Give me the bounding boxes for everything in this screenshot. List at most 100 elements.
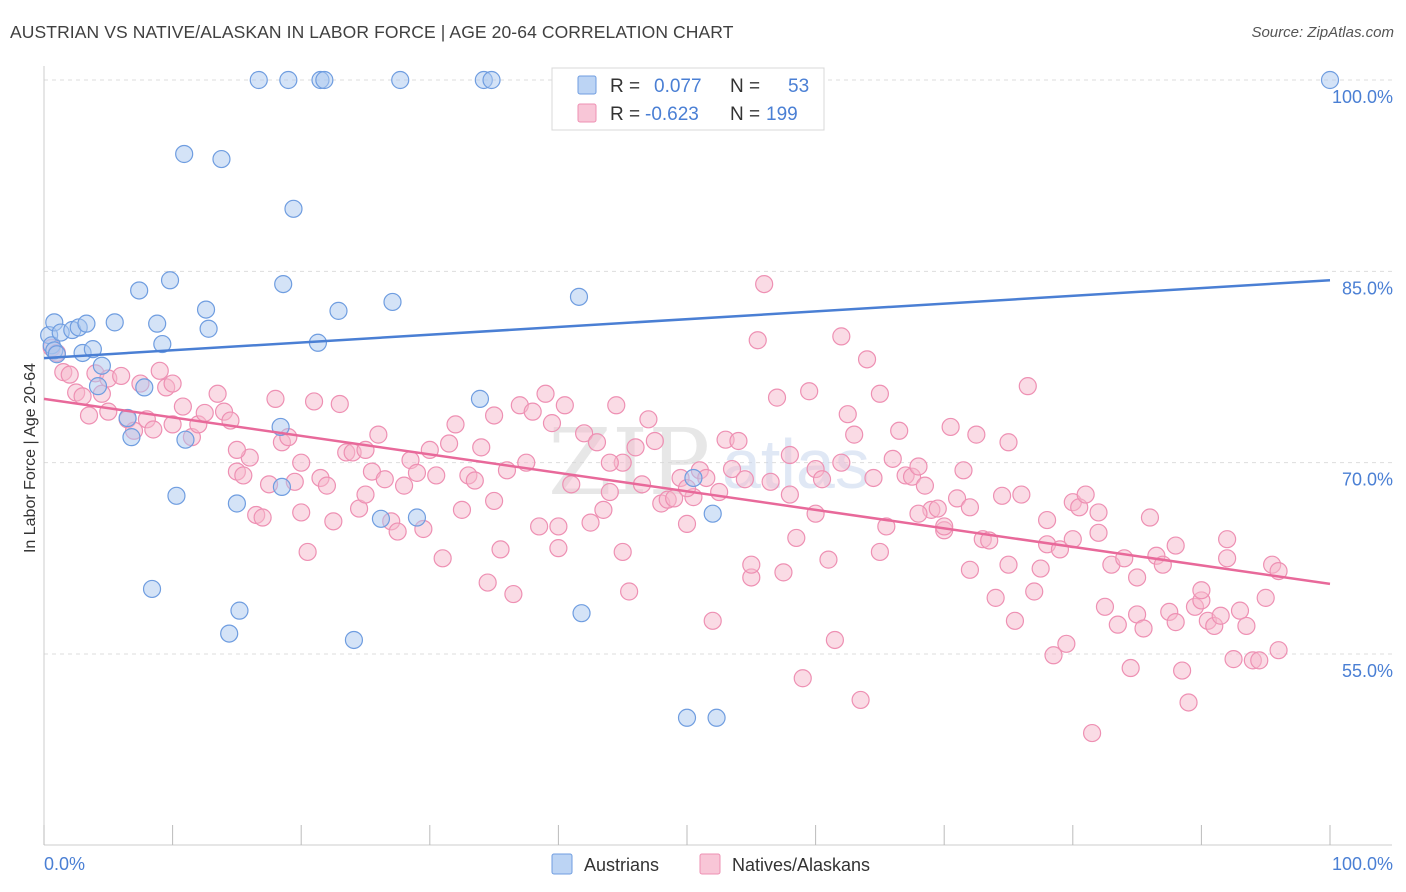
austrian-point — [92, 356, 111, 375]
native-point — [99, 402, 118, 421]
native-point — [1095, 597, 1115, 616]
stats-swatch-blue — [577, 75, 597, 95]
native-point — [735, 470, 754, 489]
austrian-point — [199, 319, 218, 338]
native-point — [446, 415, 465, 434]
native-point — [703, 611, 722, 630]
austrian-point — [344, 630, 364, 650]
native-point — [1250, 651, 1269, 670]
native-point — [986, 588, 1005, 607]
native-point — [645, 431, 664, 451]
native-point — [594, 500, 613, 519]
native-point — [173, 397, 192, 416]
native-point — [1037, 510, 1057, 530]
austrian-point — [118, 408, 137, 428]
native-point — [1025, 582, 1044, 601]
x-tick-labels: 0.0% 100.0% — [44, 854, 1393, 874]
native-point — [1121, 658, 1140, 678]
native-point — [607, 396, 626, 415]
austrian-point — [160, 271, 180, 290]
native-point — [600, 453, 619, 472]
austrian-point — [227, 494, 246, 513]
native-point — [857, 350, 877, 369]
austrian-point — [572, 604, 591, 623]
native-point — [292, 453, 311, 472]
native-point — [1018, 377, 1037, 396]
native-point — [1179, 693, 1198, 712]
y-tick-label: 70.0% — [1342, 470, 1393, 490]
native-point — [947, 489, 967, 508]
native-point — [999, 433, 1018, 452]
austrian-point — [470, 389, 490, 408]
native-point — [864, 468, 883, 488]
chart-title: AUSTRIAN VS NATIVE/ALASKAN IN LABOR FORC… — [10, 22, 734, 42]
stats-r-value-1: 0.077 — [654, 76, 702, 97]
austrian-point — [122, 428, 141, 447]
austrian-point — [105, 313, 124, 332]
native-point — [407, 463, 427, 482]
native-point — [780, 445, 799, 465]
native-point — [369, 425, 388, 444]
native-point — [767, 388, 787, 407]
native-point — [639, 410, 658, 429]
native-point — [909, 457, 928, 476]
y-tick-labels: 100.0% 85.0% 70.0% 55.0% — [1332, 87, 1393, 681]
trend-lines — [43, 279, 1331, 586]
austrians-points — [40, 70, 1340, 727]
austrian-point — [684, 468, 703, 488]
native-point — [1230, 601, 1250, 620]
native-point — [992, 486, 1012, 505]
native-point — [1089, 523, 1108, 542]
native-point — [491, 540, 510, 559]
y-tick-label: 85.0% — [1342, 278, 1393, 298]
native-point — [1082, 723, 1102, 743]
native-point — [1057, 634, 1076, 653]
native-point — [298, 542, 317, 562]
austrian-point — [407, 508, 427, 527]
native-point — [292, 503, 311, 522]
austrian-point — [249, 70, 268, 90]
native-point — [1173, 661, 1192, 680]
native-point — [1089, 503, 1108, 522]
native-point — [549, 539, 568, 558]
native-point — [883, 449, 902, 468]
native-point — [304, 392, 324, 411]
austrian-point — [329, 301, 348, 320]
natives-trend-line — [43, 397, 1331, 586]
austrian-point — [148, 314, 167, 333]
native-point — [324, 512, 343, 531]
austrian-point — [47, 345, 66, 364]
austrian-point — [274, 274, 293, 294]
native-point — [163, 415, 182, 434]
austrian-point — [130, 281, 149, 300]
native-point — [1224, 650, 1243, 669]
gridlines — [44, 79, 1392, 655]
native-point — [877, 517, 896, 536]
native-point — [163, 374, 182, 393]
axes — [43, 66, 1392, 846]
legend-swatch-austrians — [551, 853, 573, 875]
native-point — [1140, 508, 1160, 527]
native-point — [266, 389, 285, 408]
native-point — [1012, 485, 1031, 504]
native-point — [523, 402, 542, 421]
native-point — [915, 476, 935, 495]
austrian-point — [77, 314, 96, 333]
native-point — [536, 384, 555, 403]
native-point — [870, 384, 890, 403]
native-point — [465, 471, 484, 490]
native-point — [832, 453, 851, 472]
austrian-point — [196, 300, 216, 319]
austrian-point — [135, 378, 154, 397]
native-point — [485, 406, 504, 425]
native-point — [1237, 616, 1256, 636]
native-point — [825, 630, 844, 650]
native-point — [729, 431, 748, 451]
native-point — [530, 517, 549, 536]
austrian-point — [284, 199, 303, 218]
native-point — [600, 482, 619, 502]
native-point — [626, 438, 645, 457]
austrian-point — [1320, 70, 1340, 90]
native-point — [819, 550, 838, 569]
